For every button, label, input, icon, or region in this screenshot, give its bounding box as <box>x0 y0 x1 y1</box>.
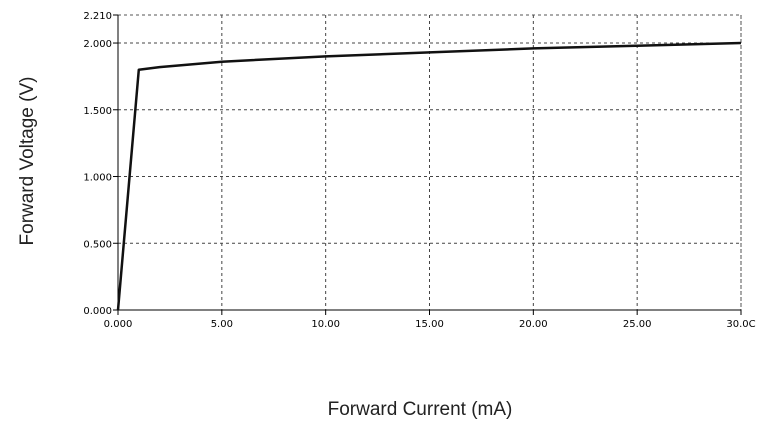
series-layer <box>116 41 742 311</box>
x-tick-label: 15.00 <box>415 319 444 330</box>
y-tick-labels: 0.000 0.500 1.000 1.500 2.000 2.210 <box>83 11 118 317</box>
series-line <box>116 41 742 311</box>
x-tick-labels: 0.000 5.00 10.00 15.00 20.00 25.00 30.0C <box>104 310 756 330</box>
y-tick-label: 2.210 <box>83 11 112 22</box>
x-axis-label: Forward Current (mA) <box>328 399 513 420</box>
x-tick-label: 25.00 <box>623 319 652 330</box>
y-tick-label: 0.000 <box>83 306 112 317</box>
y-tick-label: 1.000 <box>83 173 112 184</box>
x-tick-label: 30.0C <box>726 319 755 330</box>
y-tick-label: 0.500 <box>83 239 112 250</box>
y-axis-label: Forward Voltage (V) <box>17 77 38 246</box>
x-tick-label: 20.00 <box>519 319 548 330</box>
grid-lines <box>118 14 742 310</box>
y-tick-label: 2.000 <box>83 39 112 50</box>
x-tick-label: 10.00 <box>311 319 340 330</box>
x-tick-label: 5.00 <box>211 319 233 330</box>
y-tick-label: 1.500 <box>83 106 112 117</box>
x-tick-label: 0.000 <box>104 319 133 330</box>
